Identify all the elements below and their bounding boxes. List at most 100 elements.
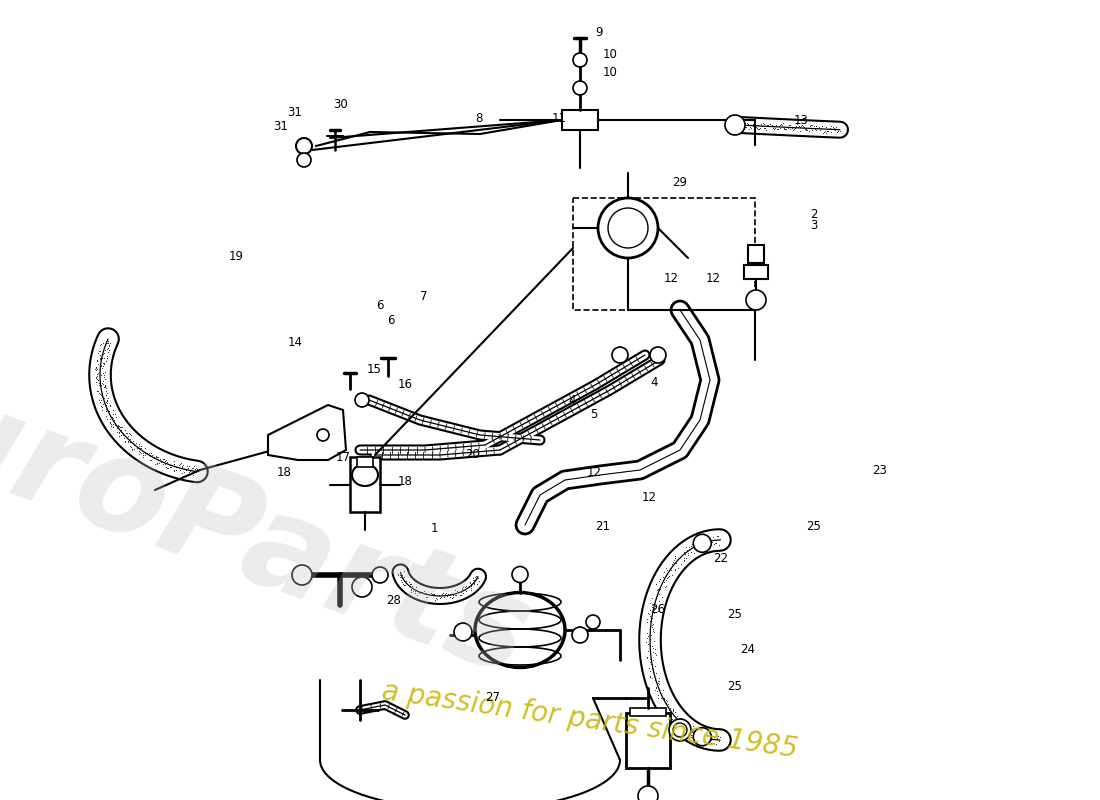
Point [92,369,110,382]
Point [95,336,112,349]
Point [98,395,116,408]
Point [710,730,727,742]
Point [691,725,708,738]
Point [756,122,773,134]
Point [744,117,761,130]
Point [757,122,774,134]
Point [660,570,678,583]
Point [646,684,663,697]
Point [88,354,106,366]
Point [780,118,798,131]
Point [97,404,114,417]
Point [703,535,720,548]
Point [142,446,160,459]
Text: 3: 3 [811,219,817,232]
Point [152,456,169,469]
Point [89,347,107,360]
Point [136,449,154,462]
Point [90,376,108,389]
Point [131,445,149,458]
Point [466,572,484,585]
Point [805,120,823,133]
Point [649,692,667,705]
Point [822,120,839,133]
Point [650,671,668,684]
Point [651,675,669,688]
Point [707,738,725,750]
Point [124,437,142,450]
Point [691,536,708,549]
Point [642,672,660,685]
Point [402,580,419,593]
Point [465,574,483,586]
Point [432,590,450,603]
Text: 4: 4 [569,394,575,406]
Point [415,585,432,598]
Point [647,648,664,661]
Point [693,729,711,742]
Point [641,665,659,678]
Point [91,360,109,373]
Text: 7: 7 [420,290,427,302]
Circle shape [317,429,329,441]
Point [789,118,806,130]
Point [95,357,112,370]
Point [92,358,110,371]
Point [682,539,700,552]
Point [173,459,190,472]
Point [667,705,684,718]
Point [454,581,472,594]
Point [448,585,465,598]
Point [691,542,708,555]
Point [672,558,690,570]
Point [433,587,451,600]
Point [404,585,421,598]
Point [154,458,172,470]
Point [648,584,666,597]
Point [733,118,750,131]
Point [676,552,694,565]
Point [452,586,470,598]
Point [700,537,717,550]
Point [755,117,772,130]
Point [468,570,485,582]
Circle shape [746,290,766,310]
Point [758,118,776,131]
Point [102,418,120,430]
Point [810,122,827,134]
Point [437,586,454,599]
Point [100,339,118,352]
Text: 23: 23 [872,464,888,477]
Point [88,367,106,380]
Point [453,589,471,602]
Circle shape [573,53,587,67]
Text: 18: 18 [397,475,412,488]
Point [130,438,147,450]
Text: 17: 17 [336,451,351,464]
Point [707,728,725,741]
Point [648,590,666,602]
Point [672,712,690,725]
Circle shape [638,786,658,800]
Point [98,394,116,407]
Text: 10: 10 [603,48,618,61]
Point [407,581,425,594]
Text: 19: 19 [229,250,244,262]
Point [162,461,179,474]
Point [429,592,447,605]
Point [185,469,202,482]
Point [649,689,667,702]
Point [396,574,414,587]
Point [769,122,786,135]
Point [98,382,116,394]
Point [650,588,668,601]
Point [94,401,111,414]
Point [106,414,123,426]
Point [664,705,682,718]
Point [134,448,152,461]
Point [812,122,829,134]
Point [701,734,718,746]
Point [102,420,120,433]
Point [638,612,656,625]
Point [96,373,113,386]
